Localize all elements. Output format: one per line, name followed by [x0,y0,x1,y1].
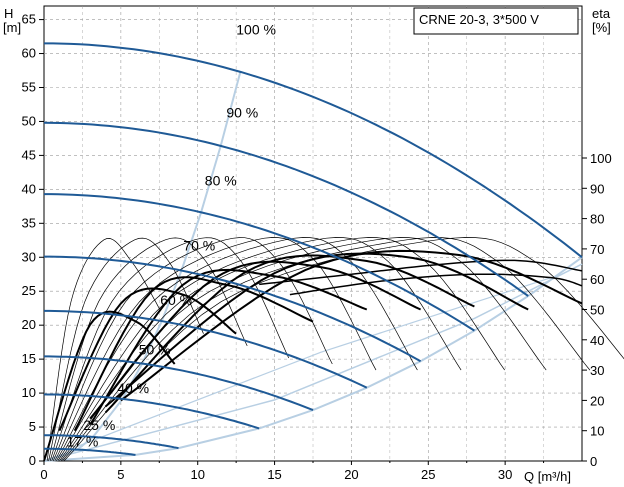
y-right-tick-label: 30 [590,363,604,378]
efficiency-curve-bold [89,268,368,426]
head-curve-label: 40 % [117,380,149,396]
y-left-axis-title: H [4,6,13,21]
head-curve [44,255,422,363]
envelope-inner-line-2 [74,277,552,448]
efficiency-curve-thin [51,237,290,462]
y-right-tick-label: 20 [590,393,604,408]
efficiency-curve-thin [62,237,591,462]
y-left-tick-label: 15 [22,351,36,366]
head-curve-label: 60 % [160,292,192,308]
y-right-tick-label: 90 [590,181,604,196]
efficiency-curve-bold [104,254,475,414]
y-right-tick-label: 80 [590,212,604,227]
head-curve-label: 70 % [183,237,215,253]
x-tick-label: 25 [421,467,435,482]
y-left-tick-label: 5 [29,419,36,434]
efficiency-curves [43,237,624,462]
head-curve-label: 90 % [226,104,258,120]
head-curve-label: 100 % [236,22,276,38]
x-tick-label: 10 [190,467,204,482]
efficiency-curve-right [289,273,583,296]
y-right-tick-label: 40 [590,333,604,348]
efficiency-curve-thin [55,237,418,462]
y-left-tick-label: 0 [29,453,36,468]
head-curve-label: 17 % [66,434,98,450]
x-tick-label: 15 [267,467,281,482]
y-left-tick-label: 25 [22,283,36,298]
axes: 0510152025303540455055606501020304050607… [22,12,612,482]
x-axis-title: Q [m³/h] [524,469,571,484]
y-right-tick-label: 70 [590,242,604,257]
envelope-end-line [43,256,583,462]
head-curve [43,121,529,297]
y-left-tick-label: 20 [22,317,36,332]
y-right-tick-label: 10 [590,424,604,439]
y-left-tick-label: 30 [22,249,36,264]
chart-title-box: CRNE 20-3, 3*500 V [413,7,579,35]
head-curve-label: 25 % [83,417,115,433]
head-curve [44,193,475,332]
head-curve [44,355,314,412]
x-tick-label: 20 [344,467,358,482]
y-right-axis-unit: [%] [592,20,611,35]
y-right-tick-label: 100 [590,151,612,166]
y-left-tick-label: 50 [22,113,36,128]
y-left-tick-label: 35 [22,215,36,230]
head-curve [44,42,583,259]
head-curve [44,434,179,450]
y-left-tick-label: 55 [22,79,36,94]
x-tick-label: 30 [498,467,512,482]
x-tick-label: 5 [117,467,124,482]
y-left-tick-label: 65 [22,12,36,27]
head-curve-label: 80 % [205,172,237,188]
y-left-axis-unit: [m] [3,20,21,35]
head-curve [44,309,368,389]
y-right-tick-label: 0 [590,454,597,469]
efficiency-curve-bold [120,249,583,402]
y-left-tick-label: 60 [22,46,36,61]
head-curve-label: 50 % [139,341,171,357]
chart-title: CRNE 20-3, 3*500 V [419,12,539,27]
y-right-tick-label: 60 [590,272,604,287]
head-curves: 100 % 90 % 80 % 70 % 60 % 50 % 40 % 25 %17 % [43,22,583,456]
efficiency-curve-bold [73,276,314,432]
y-right-axis-title: eta [592,6,611,21]
head-curve [44,447,136,456]
y-left-tick-label: 10 [22,385,36,400]
efficiency-curve-right [259,259,583,286]
efficiency-curve-thin [54,237,377,462]
y-left-tick-label: 45 [22,147,36,162]
efficiency-curve-thin [46,238,161,462]
efficiency-curve-bold [104,252,529,408]
x-tick-label: 0 [40,467,47,482]
head-curve [43,393,260,430]
y-right-tick-label: 50 [590,303,604,318]
y-left-tick-label: 40 [22,181,36,196]
